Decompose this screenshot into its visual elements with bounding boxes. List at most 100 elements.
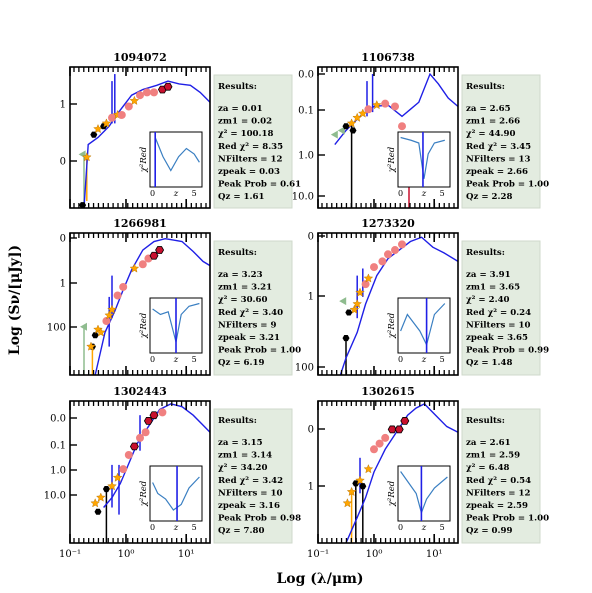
results-line: Red χ² = 3.40	[218, 308, 283, 318]
y-tick-label: 1	[60, 100, 66, 111]
results-panel	[213, 74, 293, 209]
inset-y-label: χ²Red	[387, 146, 397, 173]
y-tick-label: 100	[295, 363, 314, 374]
results-heading: Results:	[218, 82, 257, 92]
inset-tick-label: 5	[192, 189, 197, 198]
results-line: NFilters = 9	[218, 320, 276, 330]
x-tick-label: 10⁰	[366, 549, 383, 560]
photometry-point	[129, 442, 139, 451]
inset-tick-label: 0	[150, 523, 155, 532]
photometry-point	[400, 417, 410, 425]
inset-tick-label: 5	[440, 523, 445, 532]
photometry-point	[330, 130, 338, 139]
inset-tick-label: 0	[398, 355, 403, 364]
photometry-point	[96, 327, 106, 337]
x-tick-label: 10⁻¹	[59, 549, 81, 560]
results-line: Qz = 7.80	[218, 526, 265, 536]
results-line: Qz = 6.19	[218, 358, 265, 368]
photometry-point	[101, 118, 112, 128]
results-line: zpeak = 2.59	[466, 501, 528, 511]
inset-x-label: z	[421, 355, 427, 365]
results-heading: Results:	[218, 248, 257, 258]
photometry-point	[349, 127, 357, 134]
photometry-point	[355, 475, 365, 485]
results-line: Qz = 0.99	[466, 526, 513, 536]
sed-model-line	[83, 80, 211, 209]
panel-frame	[69, 232, 211, 376]
results-line: za = 2.61	[466, 438, 511, 448]
photometry-point	[384, 250, 392, 259]
results-line: χ² = 34.20	[218, 463, 268, 473]
photometry-point	[398, 240, 406, 249]
results-line: zpeak = 0.03	[218, 167, 280, 177]
panel-title: 1302443	[113, 385, 167, 398]
x-axis-label: Log (λ/μm)	[276, 571, 363, 587]
y-tick-label: 0.1	[50, 441, 66, 452]
photometry-point	[349, 304, 360, 314]
photometry-point	[337, 126, 345, 135]
photometry-point	[94, 508, 102, 515]
y-tick-label: 100	[47, 323, 66, 334]
photometry-point	[381, 99, 390, 108]
panel-title: 1266981	[113, 217, 167, 230]
photometry-point	[138, 260, 147, 269]
inset-y-label: χ²Red	[139, 146, 149, 173]
photometry-point	[141, 428, 150, 437]
y-tick-label: 10.0	[292, 192, 314, 203]
photometry-point	[370, 263, 378, 272]
photometry-point	[143, 417, 153, 425]
results-line: zm1 = 3.14	[218, 451, 272, 461]
y-tick-label: 0.1	[298, 106, 314, 117]
panel-frame	[317, 400, 459, 544]
sed-model-line	[339, 236, 459, 376]
inset-chi2-curve	[400, 136, 445, 179]
results-line: za = 3.23	[218, 270, 263, 280]
results-line: Red χ² = 0.24	[466, 308, 531, 318]
inset-tick-label: 0	[150, 355, 155, 364]
sed-panel: 1266981 100 1 0 χ²Red z 0 5 Results: za = 3.23 zm1…	[47, 217, 301, 376]
y-tick-label: 0.0	[298, 70, 314, 81]
photometry-point	[124, 450, 133, 459]
inset-chi2-curve	[400, 303, 446, 347]
results-line: NFilters = 13	[466, 154, 530, 164]
inset-x-label: z	[173, 355, 179, 365]
photometry-point	[361, 280, 370, 289]
photometry-point	[346, 118, 357, 128]
results-line: Red χ² = 8.35	[218, 142, 283, 152]
photometry-point	[391, 246, 399, 255]
inset-tick-label: 0	[398, 523, 403, 532]
photometry-point	[117, 110, 126, 119]
sed-panel: 1106738 10.0 1.0 0.1 0.0 χ²Red z 0 5 Results: za =…	[292, 51, 549, 209]
photometry-point	[394, 425, 404, 434]
photometry-point	[107, 304, 117, 314]
photometry-point	[364, 105, 373, 114]
results-heading: Results:	[466, 416, 505, 426]
inset-tick-label: 5	[192, 523, 197, 532]
results-line: za = 3.15	[218, 438, 263, 448]
photometry-point	[136, 433, 144, 442]
results-line: χ² = 6.48	[466, 463, 510, 473]
x-tick-label: 10⁻¹	[307, 549, 329, 560]
results-line: Red χ² = 3.42	[218, 476, 283, 486]
photometry-point	[381, 433, 390, 442]
photometry-point	[86, 341, 96, 351]
photometry-point	[119, 465, 128, 474]
results-line: za = 3.91	[466, 270, 511, 280]
y-tick-label: 0	[308, 232, 314, 243]
results-line: za = 0.01	[218, 104, 263, 114]
inset-tick-label: 5	[440, 355, 445, 364]
photometry-point	[158, 408, 167, 417]
photometry-point	[129, 263, 140, 273]
results-line: zm1 = 3.65	[466, 283, 520, 293]
photometry-point	[136, 91, 144, 100]
photometry-point	[398, 122, 406, 131]
inset-y-label: χ²Red	[387, 312, 397, 339]
photometry-point	[113, 291, 122, 300]
panel-title: 1106738	[361, 51, 415, 64]
results-heading: Results:	[466, 82, 505, 92]
photometry-point	[104, 310, 114, 320]
photometry-point	[352, 298, 362, 309]
results-line: χ² = 2.40	[466, 295, 510, 305]
results-line: Qz = 1.61	[218, 192, 265, 202]
